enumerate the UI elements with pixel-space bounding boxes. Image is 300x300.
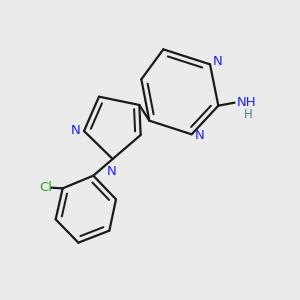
Text: N: N xyxy=(71,124,80,137)
Text: H: H xyxy=(244,108,252,121)
Text: Cl: Cl xyxy=(39,181,52,194)
Text: N: N xyxy=(195,129,204,142)
Text: N: N xyxy=(213,56,223,68)
Text: N: N xyxy=(107,165,117,178)
Text: NH: NH xyxy=(237,96,256,109)
